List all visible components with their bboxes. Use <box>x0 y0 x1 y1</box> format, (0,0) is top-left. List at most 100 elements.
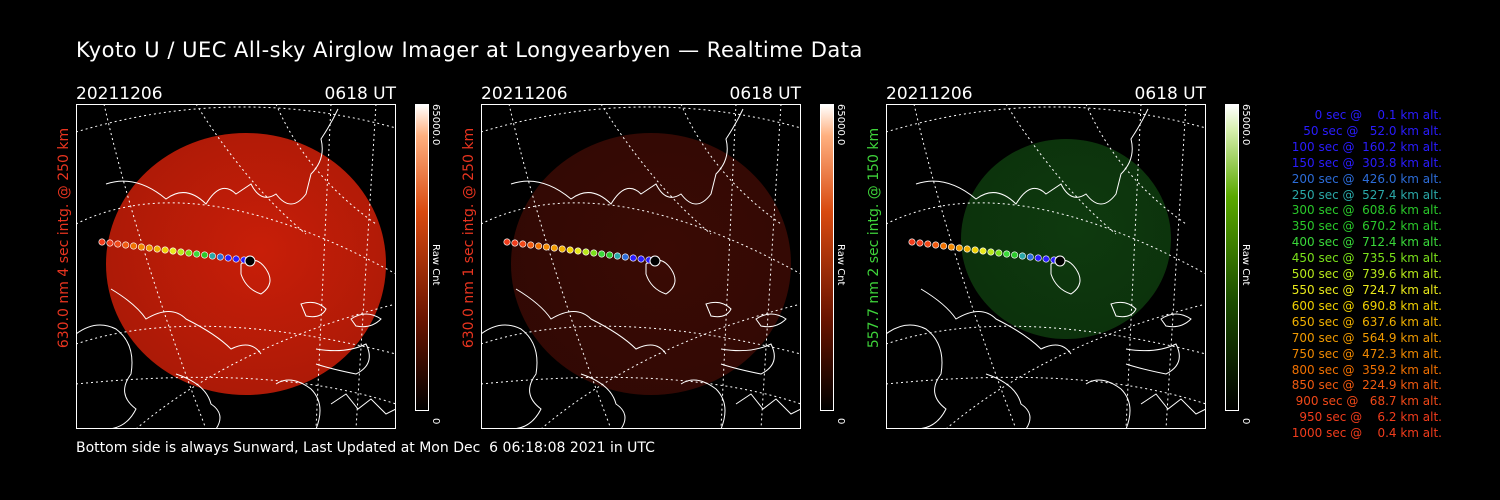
trajectory-point <box>1003 250 1011 258</box>
legend-row: 150 sec @ 303.8 km alt. <box>1287 155 1442 170</box>
colorbar-max: 65000.0 <box>430 104 441 146</box>
trajectory-legend: 0 sec @ 0.1 km alt. 50 sec @ 52.0 km alt… <box>1262 108 1442 442</box>
legend-row: 0 sec @ 0.1 km alt. <box>1303 108 1442 122</box>
trajectory-point <box>995 249 1003 257</box>
legend-row: 750 sec @ 472.3 km alt. <box>1287 346 1442 361</box>
panel-date: 20211206 <box>481 84 568 104</box>
allsky-map <box>886 104 1206 429</box>
legend-row: 450 sec @ 735.5 km alt. <box>1287 251 1442 266</box>
legend-row: 50 sec @ 52.0 km alt. <box>1295 123 1442 138</box>
colorbar-min: 0 <box>1240 418 1251 425</box>
trajectory-point <box>637 255 645 263</box>
trajectory-point <box>1026 253 1034 261</box>
legend-row: 950 sec @ 6.2 km alt. <box>1295 410 1442 425</box>
page-title: Kyoto U / UEC All-sky Airglow Imager at … <box>76 38 863 62</box>
trajectory-point <box>208 252 216 260</box>
panel-557nm-2sec: 20211206 0618 UT <box>886 84 1206 430</box>
trajectory-point <box>613 252 621 260</box>
legend-row: 900 sec @ 68.7 km alt. <box>1291 394 1442 409</box>
legend-row: 100 sec @ 160.2 km alt. <box>1287 139 1442 154</box>
trajectory-point <box>558 245 566 253</box>
trajectory-point <box>122 241 130 249</box>
legend-row: 300 sec @ 608.6 km alt. <box>1287 203 1442 218</box>
panel-date: 20211206 <box>886 84 973 104</box>
trajectory-point <box>932 241 940 249</box>
trajectory-point <box>1042 255 1050 263</box>
trajectory-point <box>963 245 971 253</box>
trajectory-point <box>987 248 995 256</box>
legend-row: 550 sec @ 724.7 km alt. <box>1287 282 1442 297</box>
trajectory-point <box>916 239 924 247</box>
trajectory-point <box>527 241 535 249</box>
trajectory-point <box>940 242 948 250</box>
legend-row: 650 sec @ 637.6 km alt. <box>1287 314 1442 329</box>
trajectory-point <box>145 244 153 252</box>
trajectory-point <box>606 251 614 259</box>
trajectory-point <box>153 245 161 253</box>
trajectory-point <box>924 240 932 248</box>
grid-lines <box>76 104 396 429</box>
legend-row: 700 sec @ 564.9 km alt. <box>1287 330 1442 345</box>
trajectory-point <box>216 253 224 261</box>
colorbar-unit: Raw Cnt <box>430 244 441 286</box>
trajectory-point <box>130 242 138 250</box>
legend-row: 200 sec @ 426.0 km alt. <box>1287 171 1442 186</box>
colorbar <box>820 104 834 411</box>
legend-row: 600 sec @ 690.8 km alt. <box>1287 298 1442 313</box>
legend-row: 1000 sec @ 0.4 km alt. <box>1291 426 1442 441</box>
trajectory-point <box>98 238 106 246</box>
trajectory-point <box>574 247 582 255</box>
trajectory-point <box>1018 252 1026 260</box>
panel-ylabel: 630.0 nm 4 sec intg. @ 250 km <box>56 127 72 349</box>
panel-time: 0618 UT <box>729 84 802 104</box>
grid-lines <box>481 104 801 429</box>
colorbar-unit: Raw Cnt <box>1240 244 1251 286</box>
trajectory-point <box>169 247 177 255</box>
trajectory-point <box>590 249 598 257</box>
trajectory-point <box>161 246 169 254</box>
allsky-map <box>76 104 396 429</box>
allsky-map <box>481 104 801 429</box>
trajectory-point <box>224 254 232 262</box>
trajectory-point <box>114 240 122 248</box>
panel-date: 20211206 <box>76 84 163 104</box>
colorbar-min: 0 <box>835 418 846 425</box>
trajectory <box>98 238 256 267</box>
site-marker <box>649 255 661 267</box>
trajectory <box>503 238 661 267</box>
trajectory-point <box>1034 254 1042 262</box>
site-marker <box>1054 255 1066 267</box>
trajectory-point <box>511 239 519 247</box>
panel-630nm-4sec: 20211206 0618 UT <box>76 84 396 430</box>
trajectory-point <box>566 246 574 254</box>
trajectory-point <box>621 253 629 261</box>
panel-ylabel: 557.7 nm 2 sec intg. @ 150 km <box>866 127 882 349</box>
trajectory-point <box>582 248 590 256</box>
trajectory-point <box>535 242 543 250</box>
trajectory-point <box>177 248 185 256</box>
trajectory-point <box>550 244 558 252</box>
colorbar-max: 65000.0 <box>1240 104 1251 146</box>
trajectory-point <box>137 243 145 251</box>
update-footer: Bottom side is always Sunward, Last Upda… <box>76 440 655 456</box>
trajectory-point <box>908 238 916 246</box>
trajectory-point <box>955 244 963 252</box>
trajectory-point <box>1011 251 1019 259</box>
panel-630nm-1sec: 20211206 0618 UT <box>481 84 801 430</box>
trajectory-point <box>519 240 527 248</box>
colorbar <box>415 104 429 411</box>
trajectory-point <box>106 239 114 247</box>
trajectory-point <box>503 238 511 246</box>
legend-row: 250 sec @ 527.4 km alt. <box>1287 187 1442 202</box>
site-marker <box>244 255 256 267</box>
colorbar-unit: Raw Cnt <box>835 244 846 286</box>
trajectory <box>908 238 1066 267</box>
trajectory-point <box>201 251 209 259</box>
legend-row: 400 sec @ 712.4 km alt. <box>1287 235 1442 250</box>
panel-ylabel: 630.0 nm 1 sec intg. @ 250 km <box>461 127 477 349</box>
panel-time: 0618 UT <box>324 84 397 104</box>
trajectory-point <box>232 255 240 263</box>
panel-time: 0618 UT <box>1134 84 1207 104</box>
colorbar-max: 65000.0 <box>835 104 846 146</box>
trajectory-point <box>629 254 637 262</box>
